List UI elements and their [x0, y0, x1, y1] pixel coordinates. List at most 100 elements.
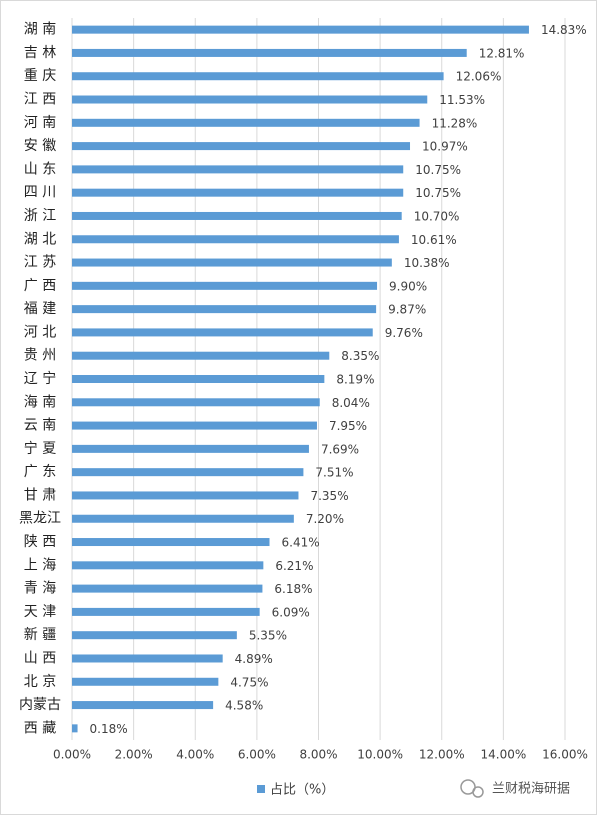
data-label: 7.20% — [306, 512, 344, 526]
x-tick-label: 4.00% — [176, 748, 214, 762]
watermark: 兰财税海研据 — [492, 782, 570, 797]
y-tick-label: 江 苏 — [24, 255, 56, 271]
data-label: 6.09% — [272, 605, 310, 619]
legend-swatch — [257, 785, 265, 793]
data-label: 9.76% — [385, 326, 423, 340]
bar — [72, 468, 304, 477]
y-tick-label: 陕 西 — [24, 534, 56, 550]
data-label: 10.38% — [404, 256, 450, 270]
data-label: 7.95% — [329, 419, 367, 433]
y-tick-label: 重 庆 — [24, 68, 56, 84]
bar — [72, 235, 399, 244]
y-tick-label: 甘 肃 — [24, 487, 56, 503]
y-tick-label: 山 东 — [24, 161, 56, 177]
data-label: 8.35% — [341, 349, 379, 363]
x-tick-label: 2.00% — [115, 748, 153, 762]
bar — [72, 72, 444, 81]
data-label: 8.19% — [336, 373, 374, 387]
data-label: 10.75% — [415, 186, 461, 200]
bar — [72, 538, 270, 547]
y-tick-label: 广 东 — [24, 464, 56, 480]
y-tick-label: 海 南 — [24, 394, 56, 410]
bar — [72, 305, 377, 314]
data-label: 7.35% — [310, 489, 348, 503]
bar — [72, 444, 309, 453]
data-label: 7.69% — [321, 442, 359, 456]
data-label: 6.18% — [274, 582, 312, 596]
y-tick-label: 黑龙江 — [19, 511, 61, 527]
x-tick-label: 12.00% — [419, 748, 465, 762]
data-label: 6.21% — [275, 559, 313, 573]
data-label: 4.58% — [225, 699, 263, 713]
bar — [72, 398, 320, 407]
bar — [72, 25, 529, 34]
data-label: 9.90% — [389, 279, 427, 293]
bar — [72, 258, 392, 267]
data-label: 11.28% — [432, 116, 478, 130]
bar — [72, 421, 317, 430]
watermark-icon — [460, 779, 484, 798]
data-label: 11.53% — [439, 93, 485, 107]
bar — [72, 677, 219, 686]
bar — [72, 118, 420, 127]
y-tick-label: 福 建 — [24, 301, 56, 317]
data-label: 10.70% — [414, 209, 460, 223]
data-label: 6.41% — [282, 536, 320, 550]
y-tick-label: 辽 宁 — [24, 370, 56, 387]
bar — [72, 281, 378, 290]
data-label: 9.87% — [388, 303, 426, 317]
data-label: 8.04% — [332, 396, 370, 410]
data-label: 0.18% — [90, 722, 128, 736]
y-tick-label: 广 西 — [24, 278, 56, 294]
y-tick-label: 四 川 — [24, 185, 56, 201]
y-tick-label: 西 藏 — [24, 720, 56, 736]
data-label: 4.75% — [230, 675, 268, 689]
x-tick-label: 8.00% — [299, 748, 337, 762]
bar — [72, 607, 260, 616]
bar — [72, 375, 325, 383]
y-tick-label: 贵 州 — [24, 348, 56, 364]
bar — [72, 584, 263, 593]
x-tick-label: 10.00% — [357, 748, 403, 762]
data-label: 10.61% — [411, 233, 457, 247]
y-tick-label: 吉 林 — [24, 45, 56, 61]
bar — [72, 95, 428, 104]
bar — [72, 165, 404, 174]
bar — [72, 514, 294, 523]
y-tick-label: 山 西 — [24, 650, 56, 666]
bar — [72, 351, 330, 360]
y-tick-label: 浙 江 — [24, 208, 56, 224]
y-tick-label: 江 西 — [24, 92, 56, 108]
bar — [72, 328, 373, 337]
data-label: 12.81% — [479, 46, 525, 60]
x-tick-label: 14.00% — [480, 748, 526, 762]
y-tick-label: 河 北 — [24, 324, 56, 340]
bar — [72, 188, 404, 197]
y-tick-label: 内蒙古 — [19, 697, 61, 713]
data-label: 10.75% — [415, 163, 461, 177]
data-label: 7.51% — [315, 466, 353, 480]
x-tick-label: 6.00% — [238, 748, 276, 762]
bar — [72, 48, 467, 57]
y-tick-label: 云 南 — [24, 418, 56, 434]
legend-label: 占比（%） — [270, 783, 334, 798]
data-label: 5.35% — [249, 629, 287, 643]
bar — [72, 724, 78, 733]
bar — [72, 561, 264, 570]
bar — [72, 211, 402, 220]
bar — [72, 142, 411, 151]
y-tick-label: 上 海 — [24, 557, 56, 573]
data-label: 12.06% — [456, 70, 502, 84]
bar — [72, 491, 299, 500]
y-tick-label: 河 南 — [24, 115, 56, 131]
y-tick-label: 青 海 — [24, 581, 56, 597]
y-tick-label: 天 津 — [24, 604, 56, 620]
x-tick-label: 16.00% — [542, 748, 588, 762]
y-tick-label: 北 京 — [24, 674, 56, 690]
bar — [72, 654, 223, 663]
bar — [72, 631, 237, 640]
y-tick-label: 新 疆 — [24, 627, 56, 643]
y-tick-label: 安 徽 — [24, 138, 56, 154]
data-label: 4.89% — [235, 652, 273, 666]
